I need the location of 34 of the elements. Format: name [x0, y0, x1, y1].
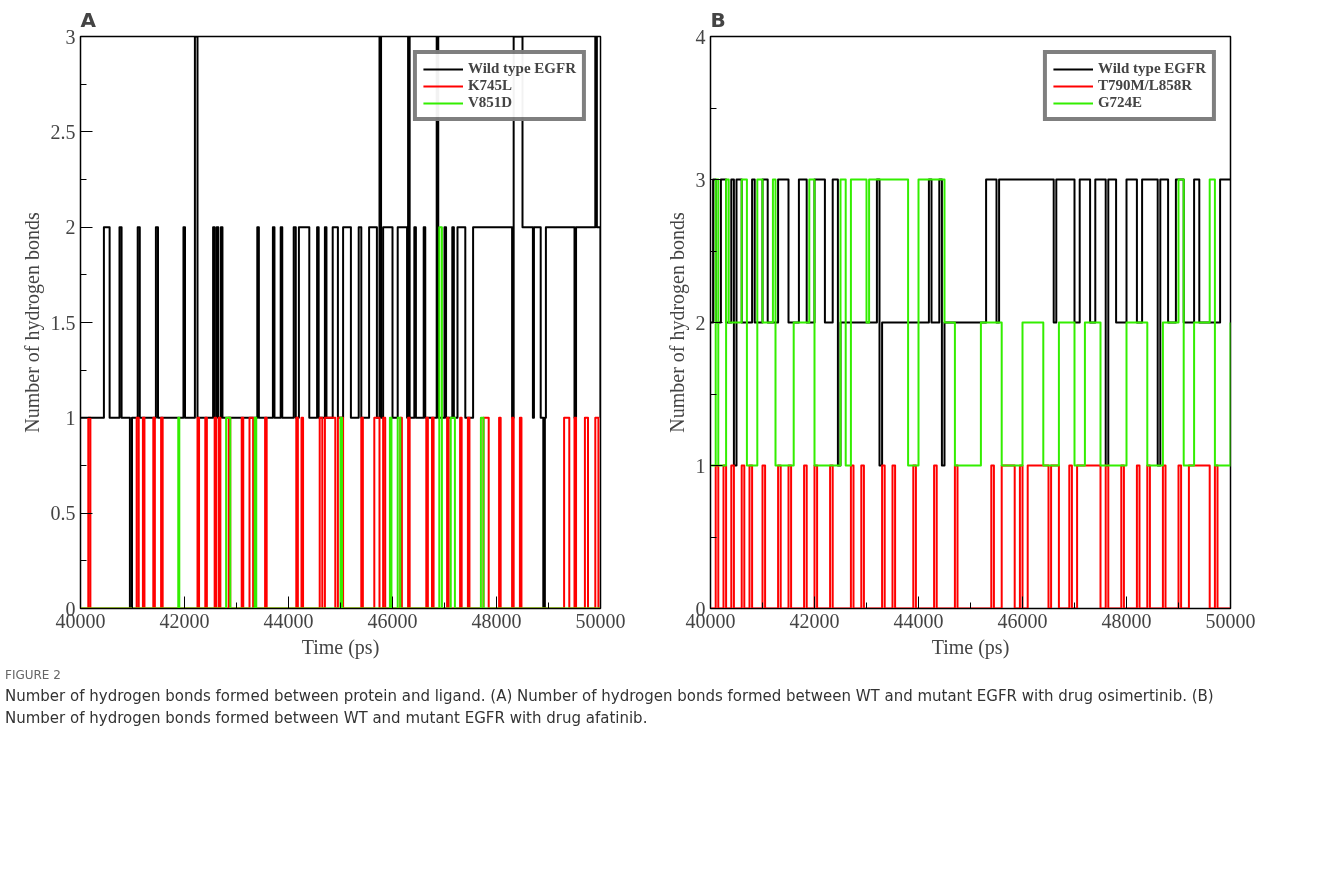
x-tick-label: 42000 — [159, 609, 210, 632]
chart-title: A — [80, 7, 97, 32]
y-tick-label: 1 — [695, 454, 706, 477]
y-tick-label: 2 — [65, 216, 76, 239]
legend-label: Wild type EGFR — [1097, 60, 1206, 77]
y-axis-title: Number of hydrogen bonds — [665, 212, 689, 433]
y-tick-label: 3 — [65, 25, 76, 48]
y-axis-title: Number of hydrogen bonds — [20, 212, 44, 433]
y-tick-label: 1 — [65, 406, 76, 429]
y-tick-label: 4 — [695, 25, 706, 48]
x-tick-label: 44000 — [263, 609, 314, 632]
y-tick-label: 0.5 — [50, 502, 76, 525]
x-axis-title: Time (ps) — [301, 635, 380, 659]
x-tick-label: 48000 — [1101, 609, 1152, 632]
legend-label: V851D — [467, 94, 513, 111]
x-tick-label: 50000 — [1205, 609, 1256, 632]
legend-label: K745L — [467, 77, 513, 94]
x-tick-label: 46000 — [997, 609, 1048, 632]
legend-label: T790M/L858R — [1097, 77, 1193, 94]
x-tick-label: 50000 — [575, 609, 626, 632]
x-tick-label: 42000 — [789, 609, 840, 632]
x-axis-title: Time (ps) — [931, 635, 1010, 659]
y-tick-label: 1.5 — [50, 311, 76, 334]
x-tick-label: 44000 — [893, 609, 944, 632]
legend-label: G724E — [1097, 94, 1143, 111]
caption: FIGURE 2 — [5, 667, 62, 684]
chart-title: B — [710, 7, 726, 32]
y-tick-label: 2.5 — [50, 120, 76, 143]
y-tick-label: 3 — [695, 168, 706, 191]
text: Number of hydrogen bonds formed between protein and ligand. (A) Number of hydrogen bonds formed between WT and mutant EGFR with drug osimertinib. (B) Number of hydrogen bonds formed between WT and mutant EGFR with drug afatinib. — [5, 686, 1215, 729]
x-tick-label: 46000 — [367, 609, 418, 632]
y-tick-label: 2 — [695, 311, 706, 334]
x-tick-label: 48000 — [471, 609, 522, 632]
legend-label: Wild type EGFR — [467, 60, 576, 77]
